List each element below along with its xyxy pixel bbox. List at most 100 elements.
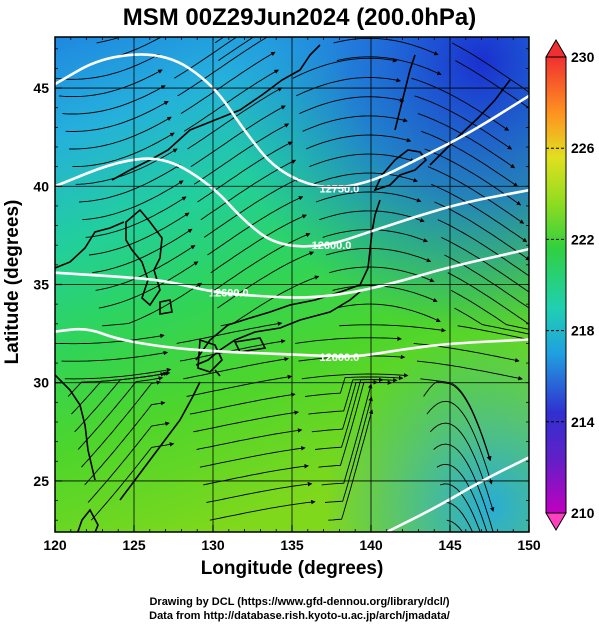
streamline (311, 380, 393, 433)
streamline (67, 371, 171, 397)
contour-line (55, 53, 529, 189)
streamline (305, 134, 412, 150)
colorbar-tick-label: 222 (571, 231, 595, 247)
streamline (183, 356, 289, 380)
contour-label: 12600.0 (312, 240, 352, 252)
streamline (59, 69, 163, 98)
streamline (312, 172, 419, 185)
streamline (450, 290, 529, 330)
colorbar-tick-label: 214 (571, 414, 595, 430)
streamline (309, 153, 415, 168)
streamline (457, 325, 529, 341)
streamline (301, 373, 409, 380)
streamline (319, 210, 425, 223)
streamline (176, 321, 283, 344)
streamline (90, 442, 175, 521)
streamline (335, 303, 441, 322)
x-tick-label: 125 (122, 537, 146, 553)
streamline (61, 350, 169, 362)
colorbar-tick-label: 218 (571, 323, 595, 339)
streamline (75, 148, 178, 185)
streamline (102, 282, 203, 327)
streamline (95, 245, 196, 291)
streamline (295, 77, 401, 97)
streamline (177, 37, 273, 97)
streamline (206, 481, 313, 503)
streamline (183, 69, 279, 132)
y-axis-label: Latitude (degrees) (2, 199, 23, 365)
streamline (443, 502, 474, 532)
streamline (186, 374, 293, 397)
streamline (427, 166, 525, 224)
streamline (84, 400, 166, 486)
x-tick-label: 135 (280, 537, 304, 553)
streamline (299, 96, 405, 115)
streamline (196, 428, 303, 450)
x-tick-label: 120 (43, 537, 67, 553)
streamline (190, 105, 286, 167)
streamline (210, 214, 307, 274)
colorbar-max-extension (545, 39, 567, 58)
y-tick-label: 25 (33, 473, 49, 489)
streamline (324, 396, 373, 503)
streamline (81, 380, 162, 468)
streamline (429, 422, 495, 512)
contour-label: 12600.0 (209, 287, 249, 299)
streamline (87, 421, 170, 503)
streamline (69, 116, 172, 150)
streamline (65, 101, 169, 132)
colorbar-tick-label: 210 (571, 505, 595, 521)
streamline (64, 367, 172, 380)
colorbar-body (545, 56, 567, 514)
streamline (332, 285, 438, 303)
streamline (336, 56, 442, 76)
colorbar-ticks: 210 214 218 222 226 230 (546, 49, 595, 521)
streamline (78, 164, 181, 203)
streamline (220, 275, 320, 327)
streamline (436, 463, 488, 532)
streamline (325, 247, 432, 263)
streamline (426, 400, 493, 485)
streamline (218, 37, 255, 61)
credit-data-source: Data from http://database.rish.kyoto-u.a… (149, 610, 450, 622)
streamline (203, 177, 300, 238)
streamline (302, 115, 408, 132)
streamline (292, 57, 398, 79)
y-tick-label: 30 (33, 375, 49, 391)
streamlines (55, 37, 529, 532)
streamline (318, 380, 378, 468)
streamline (328, 409, 374, 521)
y-tick-label: 45 (33, 80, 49, 96)
streamline (85, 196, 187, 238)
streamline (441, 236, 529, 293)
streamline (414, 95, 513, 150)
contour-label: 12750.0 (320, 183, 360, 195)
streamline (451, 42, 529, 93)
streamline (339, 324, 446, 333)
streamline (92, 228, 193, 274)
streamline (308, 377, 398, 415)
gridlines (55, 37, 529, 532)
streamline (434, 201, 529, 261)
streamline (417, 113, 516, 169)
streamline (88, 212, 190, 256)
streamline (213, 232, 311, 291)
streamline (180, 51, 276, 114)
streamline (58, 333, 165, 345)
streamline (440, 483, 481, 532)
streamline (305, 375, 404, 397)
contour-line (55, 327, 529, 358)
colorbar-tick-label: 230 (571, 49, 595, 65)
x-tick-label: 130 (201, 537, 225, 553)
x-tick-label: 150 (517, 537, 541, 553)
chart-title: MSM 00Z29Jun2024 (200.0hPa) (122, 4, 477, 31)
y-tick-label: 35 (33, 277, 49, 293)
colorbar-min-extension (545, 512, 567, 531)
streamline (454, 307, 529, 335)
streamline (447, 272, 529, 325)
streamline (437, 219, 529, 279)
colorbar: 210 214 218 222 226 230 (545, 39, 595, 531)
streamline (55, 53, 160, 80)
y-tick-label: 40 (33, 178, 49, 194)
contour-line (55, 157, 529, 248)
